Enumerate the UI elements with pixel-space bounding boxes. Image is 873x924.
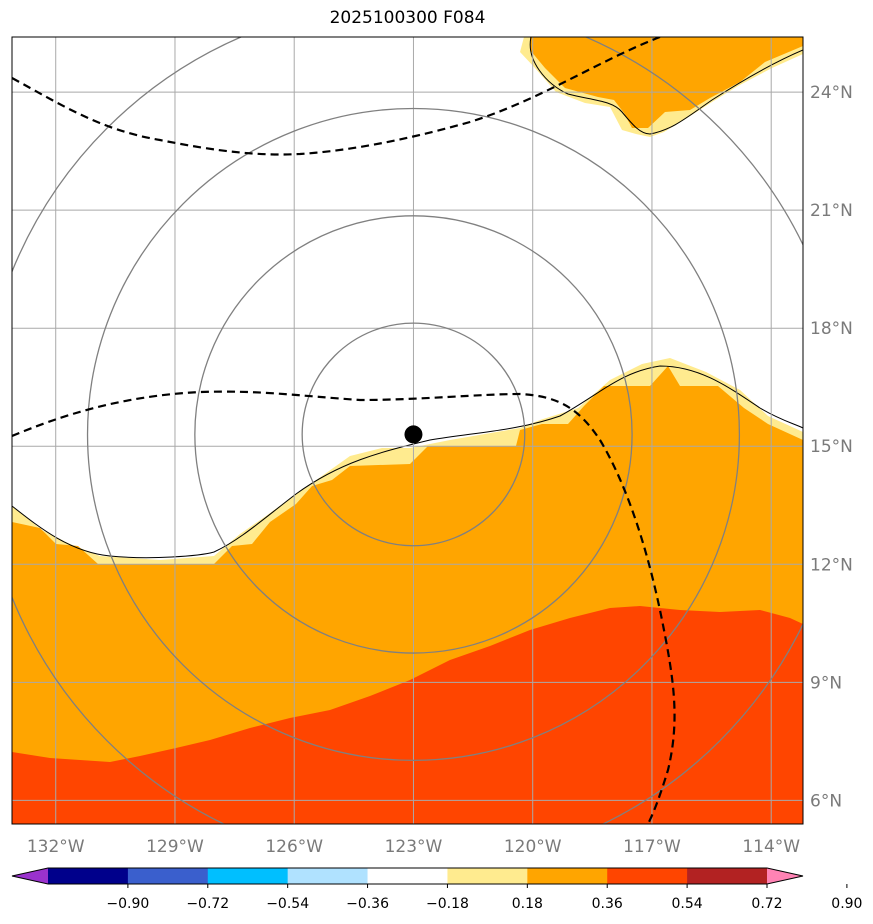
- colorbar-segment: [447, 868, 528, 884]
- colorbar-tick-label: 0.36: [592, 896, 623, 912]
- anomaly-fill-top-right: [520, 37, 803, 137]
- map-area: [12, 37, 803, 824]
- colorbar-tick-label: −0.54: [266, 896, 309, 912]
- anomaly-fill-bottom: [12, 358, 803, 824]
- colorbar-segment: [48, 868, 129, 884]
- longitude-label: 132°W: [27, 837, 85, 857]
- range-ring: [194, 215, 633, 654]
- dashed-contours: [12, 37, 676, 824]
- latitude-label: 15°N: [810, 437, 853, 457]
- latitude-labels: 24°N 21°N 18°N 15°N 12°N 9°N 6°N: [810, 83, 853, 811]
- longitude-label: 120°W: [504, 837, 562, 857]
- colorbar-labels: −0.90 −0.72 −0.54 −0.36 −0.18 0.18 0.36 0.54 0.7…: [106, 884, 862, 912]
- colorbar-tick-label: 0.90: [831, 896, 862, 912]
- range-ring: [301, 322, 526, 547]
- lat-lon-grid: [12, 37, 803, 824]
- longitude-labels: 132°W 129°W 126°W 123°W 120°W 117°W 114°W: [27, 837, 800, 857]
- contour-main: [12, 365, 803, 559]
- colorbar-tick-label: −0.90: [106, 896, 149, 912]
- map-title: 2025100300 F084: [329, 8, 486, 28]
- latitude-label: 9°N: [810, 673, 842, 693]
- dashed-contour-north: [12, 37, 661, 156]
- colorbar-segment: [367, 868, 448, 884]
- latitude-label: 21°N: [810, 201, 853, 221]
- colorbar-tick-label: 0.18: [512, 896, 543, 912]
- longitude-label: 129°W: [146, 837, 204, 857]
- colorbar-segment: [607, 868, 688, 884]
- colorbar-segment: [287, 868, 369, 884]
- range-ring: [86, 107, 741, 762]
- colorbar-tick-label: −0.72: [186, 896, 229, 912]
- colorbar-tick-label: 0.72: [751, 896, 782, 912]
- colorbar-segment: [527, 868, 608, 884]
- colorbar: [11, 867, 804, 885]
- contour-lines: [12, 37, 803, 559]
- longitude-label: 123°W: [385, 837, 443, 857]
- range-rings: [12, 37, 803, 824]
- red-orange-band: [12, 606, 803, 824]
- contour-top-right: [529, 37, 803, 135]
- latitude-label: 18°N: [810, 319, 853, 339]
- map-frame: [11, 36, 804, 825]
- colorbar-segment: [127, 868, 209, 884]
- longitude-label: 117°W: [623, 837, 681, 857]
- colorbar-extend-low: [12, 868, 48, 884]
- dashed-contour-central: [12, 390, 676, 824]
- longitude-label: 114°W: [742, 837, 800, 857]
- colorbar-segment: [687, 868, 768, 884]
- colorbar-tick-label: −0.36: [346, 896, 389, 912]
- colorbar-segment: [207, 868, 289, 884]
- colorbar-extend-high: [767, 868, 803, 884]
- colorbar-tick-label: −0.18: [426, 896, 469, 912]
- colorbar-outline: [11, 867, 804, 885]
- latitude-label: 12°N: [810, 555, 853, 575]
- latitude-label: 24°N: [810, 83, 853, 103]
- storm-center-marker: [404, 425, 423, 444]
- latitude-label: 6°N: [810, 791, 842, 811]
- colorbar-tick-label: 0.54: [672, 896, 703, 912]
- longitude-label: 126°W: [265, 837, 323, 857]
